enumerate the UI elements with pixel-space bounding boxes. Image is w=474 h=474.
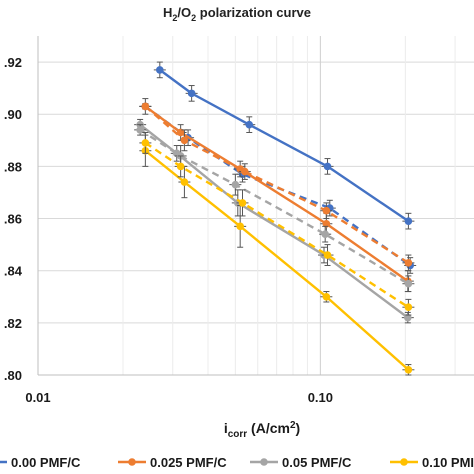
data-point bbox=[404, 313, 412, 322]
legend-swatch-marker bbox=[260, 458, 268, 466]
data-point bbox=[321, 230, 329, 238]
x-tick-label: 0.10 bbox=[308, 390, 333, 405]
series-line-dashed bbox=[144, 105, 410, 264]
x-tick-label: 0.01 bbox=[25, 390, 50, 405]
data-point bbox=[404, 279, 413, 288]
series-line bbox=[159, 68, 410, 223]
data-point bbox=[322, 292, 331, 301]
data-point bbox=[241, 167, 249, 176]
data-point bbox=[231, 180, 240, 189]
y-tick-label: .88 bbox=[4, 159, 22, 174]
y-tick-label: .82 bbox=[4, 316, 22, 331]
x-tick-labels: 0.01 0.10 bbox=[25, 390, 333, 405]
data-point bbox=[187, 89, 196, 98]
x-axis-label: icorr (A/cm2) bbox=[224, 420, 300, 440]
data-point bbox=[322, 206, 331, 215]
axes bbox=[37, 36, 474, 376]
data-point bbox=[141, 139, 150, 147]
legend: 0.00 PMF/C 0.025 PMF/C 0.05 PMF/C 0.10 PMI bbox=[0, 455, 474, 470]
legend-item-4: 0.10 PMI bbox=[390, 455, 474, 470]
data-point bbox=[404, 365, 413, 374]
data-point bbox=[176, 128, 185, 137]
series-1 bbox=[153, 61, 415, 230]
y-tick-label: .92 bbox=[4, 55, 22, 70]
y-tick-label: .86 bbox=[4, 212, 22, 227]
y-tick-labels: .80 .82 .84 .86 .88 .90 .92 bbox=[4, 55, 23, 383]
legend-item-2: 0.025 PMF/C bbox=[118, 455, 227, 470]
chart-title: H2/O2 polarization curve bbox=[163, 5, 311, 23]
data-point bbox=[245, 120, 254, 129]
data-point bbox=[404, 303, 413, 312]
legend-label: 0.00 PMF/C bbox=[11, 455, 81, 470]
data-point bbox=[141, 102, 150, 111]
series-group bbox=[134, 61, 417, 376]
data-point bbox=[156, 66, 164, 74]
series-4 bbox=[139, 102, 415, 272]
legend-swatch-marker bbox=[400, 458, 408, 466]
y-tick-label: .90 bbox=[4, 107, 22, 122]
series-line-dashed bbox=[144, 105, 411, 267]
data-point bbox=[323, 162, 332, 171]
data-point bbox=[322, 219, 331, 228]
legend-label: 0.05 PMF/C bbox=[282, 455, 352, 470]
data-point bbox=[238, 199, 247, 207]
series-7 bbox=[139, 134, 415, 376]
legend-item-3: 0.05 PMF/C bbox=[250, 455, 352, 470]
gridlines bbox=[37, 36, 474, 376]
data-point bbox=[180, 178, 189, 186]
data-point bbox=[323, 251, 332, 259]
legend-label: 0.10 PMI bbox=[422, 455, 474, 470]
series-8 bbox=[139, 131, 415, 316]
y-tick-label: .84 bbox=[4, 264, 23, 279]
data-point bbox=[236, 222, 244, 231]
data-point bbox=[136, 126, 144, 134]
y-tick-label: .80 bbox=[4, 368, 22, 383]
legend-label: 0.025 PMF/C bbox=[150, 455, 227, 470]
data-point bbox=[176, 162, 185, 171]
data-point bbox=[404, 259, 413, 267]
legend-swatch-marker bbox=[128, 458, 136, 466]
data-point bbox=[404, 217, 413, 225]
legend-item-1: 0.00 PMF/C bbox=[0, 455, 81, 470]
series-6 bbox=[134, 124, 415, 293]
data-point bbox=[180, 136, 189, 145]
